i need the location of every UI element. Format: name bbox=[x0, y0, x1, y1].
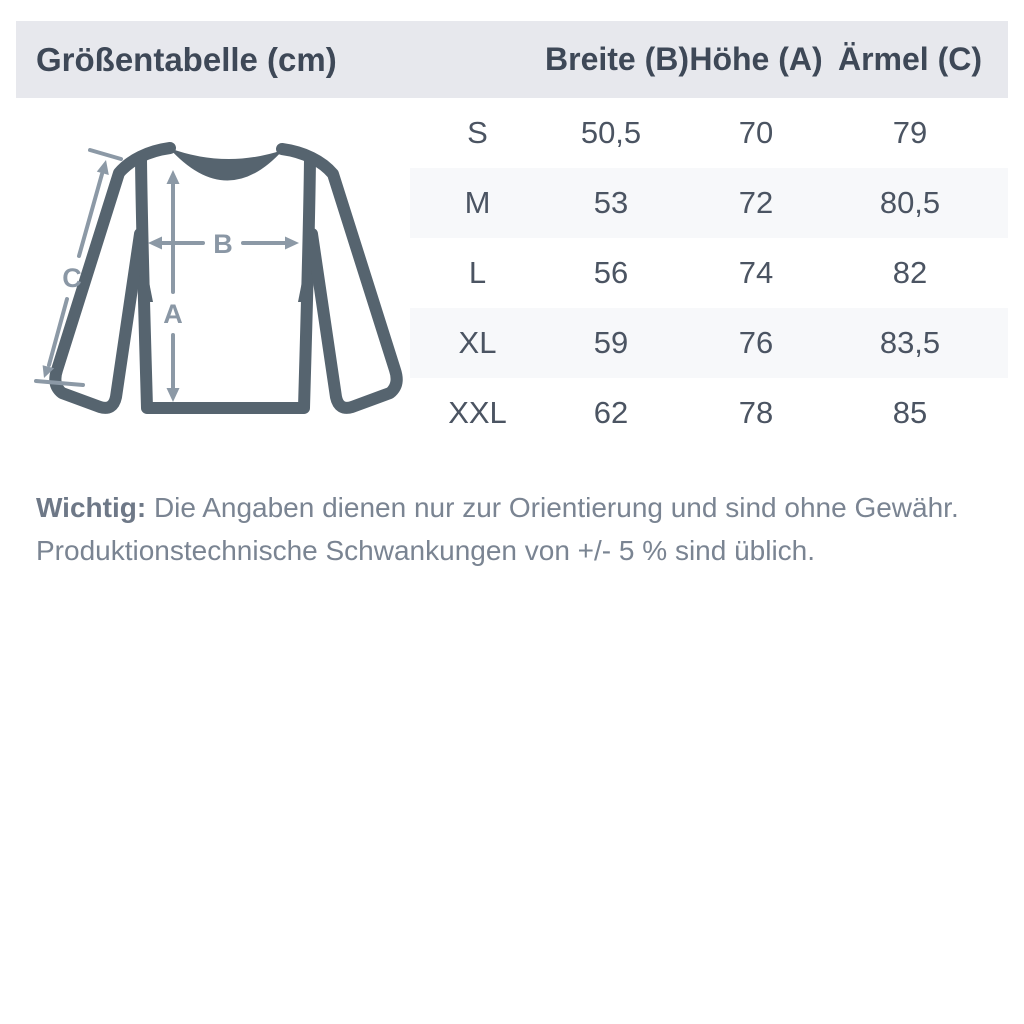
table-row: M 53 72 80,5 bbox=[410, 168, 1008, 238]
dimension-label-c: C bbox=[62, 263, 82, 293]
breite-value: 62 bbox=[593, 395, 629, 430]
sweater-diagram-icon: A B C bbox=[34, 142, 403, 414]
table-row: XXL 62 78 85 bbox=[410, 378, 1008, 448]
aermel-value: 80,5 bbox=[879, 185, 941, 220]
table-row: XL 59 76 83,5 bbox=[410, 308, 1008, 378]
hoehe-value: 74 bbox=[738, 255, 774, 290]
dimension-label-b: B bbox=[213, 229, 233, 259]
size-label: XL bbox=[458, 325, 497, 360]
right-armpit-wedge bbox=[298, 226, 313, 302]
aermel-value: 83,5 bbox=[879, 325, 941, 360]
arrow-c-bottom-tick bbox=[34, 379, 85, 387]
aermel-value: 79 bbox=[892, 115, 928, 150]
breite-value: 59 bbox=[593, 325, 629, 360]
arrow-a-head-down bbox=[166, 388, 180, 402]
disclaimer-line1: Die Angaben dienen nur zur Orientierung … bbox=[153, 492, 959, 523]
aermel-value: 82 bbox=[892, 255, 928, 290]
disclaimer-label: Wichtig: bbox=[36, 492, 147, 523]
aermel-value: 85 bbox=[892, 395, 928, 430]
size-label: XXL bbox=[448, 395, 507, 430]
garment-measurement-diagram: A B C bbox=[20, 120, 420, 440]
hoehe-value: 76 bbox=[738, 325, 774, 360]
sweater-collar bbox=[169, 148, 283, 181]
sweater-right-sleeve-outline bbox=[276, 143, 403, 414]
hoehe-value: 78 bbox=[738, 395, 774, 430]
arrow-b-head-right bbox=[285, 236, 299, 250]
arrow-c-shaft-bottom bbox=[47, 297, 69, 367]
left-armpit-wedge bbox=[138, 226, 153, 302]
table-header-band: Größentabelle (cm) Breite (B) Höhe (A) Ä… bbox=[16, 21, 1008, 98]
page-title: Größentabelle (cm) bbox=[36, 40, 337, 78]
arrow-a-head-up bbox=[166, 170, 180, 184]
column-header-hoehe: Höhe (A) bbox=[689, 41, 823, 77]
hoehe-value: 70 bbox=[738, 115, 774, 150]
breite-value: 53 bbox=[593, 185, 629, 220]
column-header-aermel: Ärmel (C) bbox=[837, 41, 982, 77]
dimension-label-a: A bbox=[163, 299, 183, 329]
sweater-body-outline bbox=[135, 154, 316, 414]
size-label: S bbox=[467, 115, 488, 150]
table-header-row: Breite (B) Höhe (A) Ärmel (C) bbox=[410, 21, 1008, 98]
table-row: S 50,5 70 79 bbox=[410, 98, 1008, 168]
column-header-breite: Breite (B) bbox=[545, 41, 690, 77]
disclaimer-note: Wichtig: Die Angaben dienen nur zur Orie… bbox=[36, 486, 988, 573]
disclaimer-line2: Produktionstechnische Schwankungen von +… bbox=[36, 535, 816, 567]
arrow-c-head-down bbox=[42, 365, 55, 378]
table-row: L 56 74 82 bbox=[410, 238, 1008, 308]
breite-value: 50,5 bbox=[580, 115, 642, 150]
breite-value: 56 bbox=[593, 255, 629, 290]
size-label: L bbox=[468, 255, 487, 290]
size-table: S 50,5 70 79 M 53 72 80,5 L 56 74 82 XL … bbox=[410, 98, 1008, 448]
arrow-b-head-left bbox=[148, 236, 162, 250]
arrow-c-head-up bbox=[96, 160, 109, 175]
size-label: M bbox=[464, 185, 491, 220]
hoehe-value: 72 bbox=[738, 185, 774, 220]
arrow-c-shaft-top bbox=[77, 172, 104, 258]
arrow-c-top-tick bbox=[88, 148, 123, 161]
